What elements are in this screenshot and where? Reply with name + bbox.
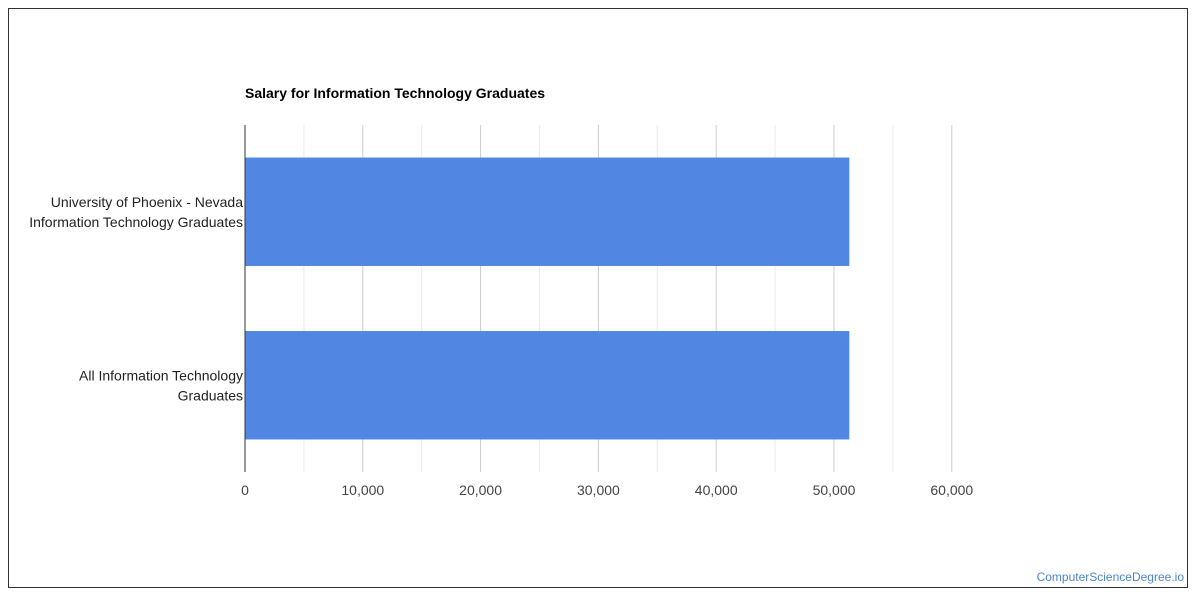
category-label: All Information Technology Graduates (79, 367, 243, 403)
x-tick-label: 40,000 (695, 482, 738, 498)
x-tick-label: 60,000 (930, 482, 973, 498)
watermark-link[interactable]: ComputerScienceDegree.io (1036, 570, 1184, 584)
bar[interactable] (245, 157, 850, 266)
x-tick-label: 50,000 (813, 482, 856, 498)
chart-title: Salary for Information Technology Gradua… (245, 85, 546, 101)
x-tick-label: 10,000 (341, 482, 384, 498)
x-tick-label: 20,000 (459, 482, 502, 498)
x-tick-label: 0 (241, 482, 249, 498)
bar[interactable] (245, 331, 850, 440)
category-label: University of Phoenix - Nevada Informatio… (29, 194, 243, 230)
x-tick-label: 30,000 (577, 482, 620, 498)
